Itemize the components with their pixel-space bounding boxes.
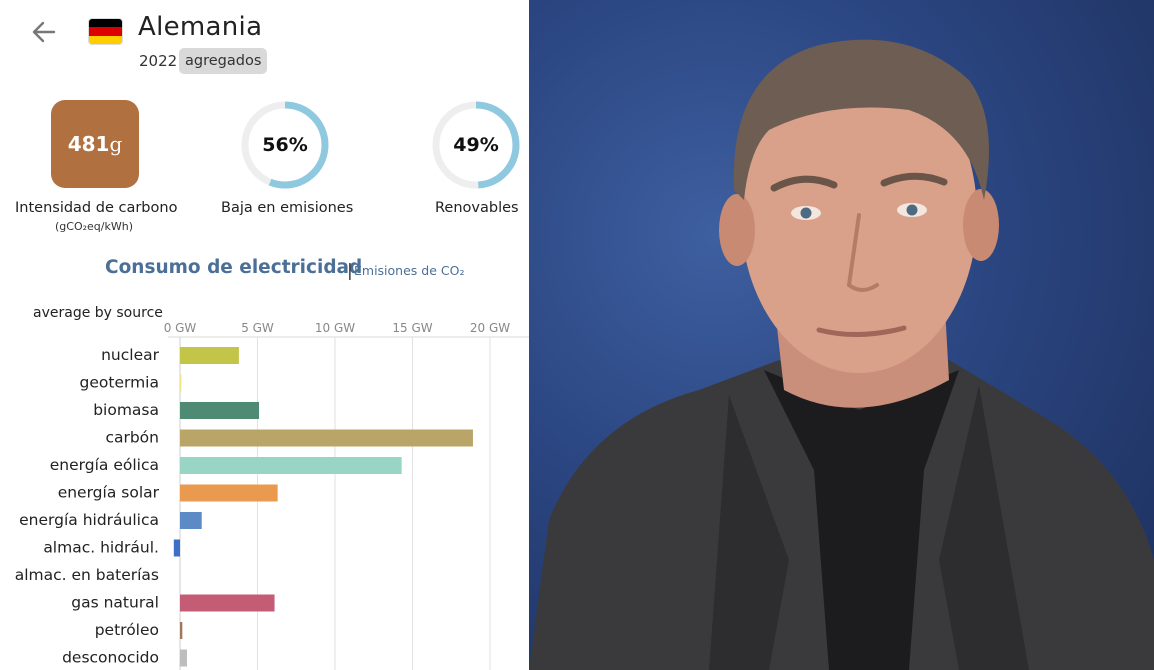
category-label: energía solar xyxy=(58,484,160,502)
donut-arc xyxy=(241,101,329,189)
category-label: energía hidráulica xyxy=(19,511,159,529)
bar-energ-a-e-lica[interactable] xyxy=(180,457,402,474)
category-label: nuclear xyxy=(101,346,160,364)
bar-geotermia[interactable] xyxy=(180,374,182,392)
x-tick-label: 5 GW xyxy=(241,321,274,335)
category-label: almac. en baterías xyxy=(15,566,159,584)
carbon-intensity-unit-label: (gCO₂eq/kWh) xyxy=(55,220,133,233)
renewable-value: 49% xyxy=(453,134,499,156)
bar-carb-n[interactable] xyxy=(180,429,473,447)
category-label: energía eólica xyxy=(50,456,159,474)
x-tick-label: 0 GW xyxy=(164,321,197,335)
bar-petr-leo[interactable] xyxy=(180,622,183,639)
category-label: petróleo xyxy=(95,621,159,639)
category-label: desconocido xyxy=(62,649,159,667)
bar-nuclear[interactable] xyxy=(180,347,239,364)
carbon-intensity-box[interactable]: 481 g xyxy=(51,100,139,188)
donut-arc xyxy=(432,101,520,189)
country-flag-icon xyxy=(89,19,122,44)
bar-biomasa[interactable] xyxy=(180,402,260,419)
bar-gas-natural[interactable] xyxy=(180,594,275,612)
portrait-photo xyxy=(529,0,1154,670)
aggregated-toggle[interactable]: agregados xyxy=(179,48,268,74)
chart-subtitle: average by source xyxy=(33,305,163,321)
renewable-donut[interactable]: 49% xyxy=(431,100,521,190)
x-tick-label: 15 GW xyxy=(392,321,432,335)
back-arrow-icon[interactable] xyxy=(26,16,62,48)
country-title: Alemania xyxy=(138,12,263,42)
source-bar-chart: 0 GW 5 GW 10 GW 15 GW 20 GW nuclear geotermia b… xyxy=(15,321,529,670)
year-label: 2022 xyxy=(139,52,178,70)
renewable-label: Renovables xyxy=(435,200,519,216)
category-label: gas natural xyxy=(71,594,159,612)
flag-stripe xyxy=(89,27,122,36)
bar-energ-a-solar[interactable] xyxy=(180,484,278,502)
x-tick-label: 10 GW xyxy=(315,321,355,335)
tab-divider: | xyxy=(347,261,353,281)
bar-energ-a-hidr-ulica[interactable] xyxy=(180,512,202,529)
carbon-intensity-unit: g xyxy=(109,132,123,156)
low-emission-donut[interactable]: 56% xyxy=(240,100,330,190)
app-panel: Alemania 2022 agregados 481 g Intensidad … xyxy=(0,0,529,670)
category-label: almac. hidrául. xyxy=(43,539,159,557)
flag-stripe xyxy=(89,19,122,28)
low-emission-label: Baja en emisiones xyxy=(221,200,354,216)
bar-almac-hidr-ul-[interactable] xyxy=(173,539,180,557)
x-tick-label: 20 GW xyxy=(470,321,510,335)
carbon-intensity-label: Intensidad de carbono xyxy=(15,200,178,216)
category-label: carbón xyxy=(105,429,159,447)
carbon-intensity-value: 481 xyxy=(67,132,110,156)
person-portrait-icon xyxy=(529,39,1154,670)
category-label: biomasa xyxy=(93,401,159,419)
category-label: geotermia xyxy=(80,374,159,392)
tab-electricity-consumption[interactable]: Consumo de electricidad xyxy=(105,257,363,278)
tab-co2-emissions[interactable]: Emisiones de CO₂ xyxy=(354,263,465,278)
low-emission-value: 56% xyxy=(262,134,308,156)
bar-desconocido[interactable] xyxy=(180,649,187,667)
flag-stripe xyxy=(89,35,122,44)
